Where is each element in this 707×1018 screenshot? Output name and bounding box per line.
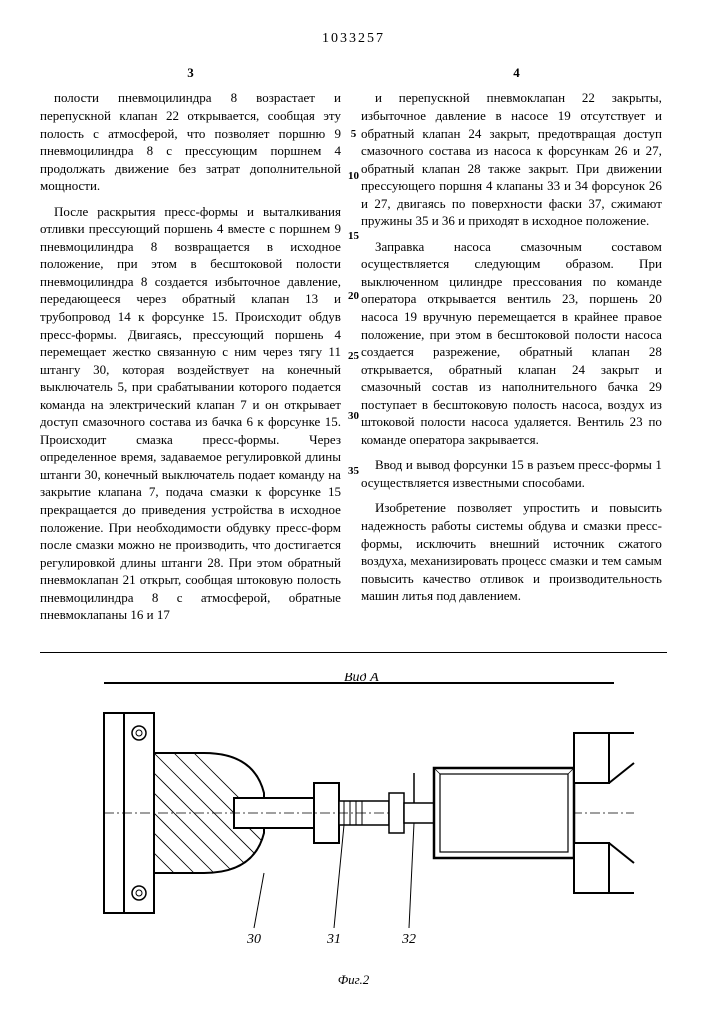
paragraph: и перепускной пневмоклапан 22 закрыты, и…	[361, 89, 662, 229]
paragraph: полости пневмоцилиндра 8 возрастает и пе…	[40, 89, 341, 194]
paragraph: Заправка насоса смазочным составом осуще…	[361, 238, 662, 449]
ref-number-32: 32	[401, 932, 416, 947]
right-column: и перепускной пневмоклапан 22 закрыты, и…	[361, 89, 662, 631]
technical-drawing: Вид А	[54, 673, 654, 963]
right-col-number: 4	[366, 64, 667, 82]
line-marker: 35	[348, 464, 359, 479]
line-marker: 15	[348, 229, 359, 244]
view-label: Вид А	[344, 673, 379, 685]
paragraph: Изобретение позволяет упростить и повыси…	[361, 499, 662, 604]
document-number: 1033257	[40, 30, 667, 49]
left-column: полости пневмоцилиндра 8 возрастает и пе…	[40, 89, 341, 631]
paragraph: Ввод и вывод форсунки 15 в разъем пресс-…	[361, 456, 662, 491]
line-marker: 10	[348, 169, 359, 184]
ref-number-30: 30	[246, 932, 261, 947]
line-marker: 5	[351, 127, 357, 142]
ref-number-31: 31	[326, 932, 341, 947]
left-col-number: 3	[40, 64, 341, 82]
paragraph: После раскрытия пресс-формы и выталкиван…	[40, 203, 341, 624]
line-marker: 20	[348, 289, 359, 304]
figure-caption: Фиг.2	[40, 971, 667, 989]
line-marker: 30	[348, 409, 359, 424]
line-marker: 25	[348, 349, 359, 364]
figure-2: Вид А	[40, 652, 667, 989]
